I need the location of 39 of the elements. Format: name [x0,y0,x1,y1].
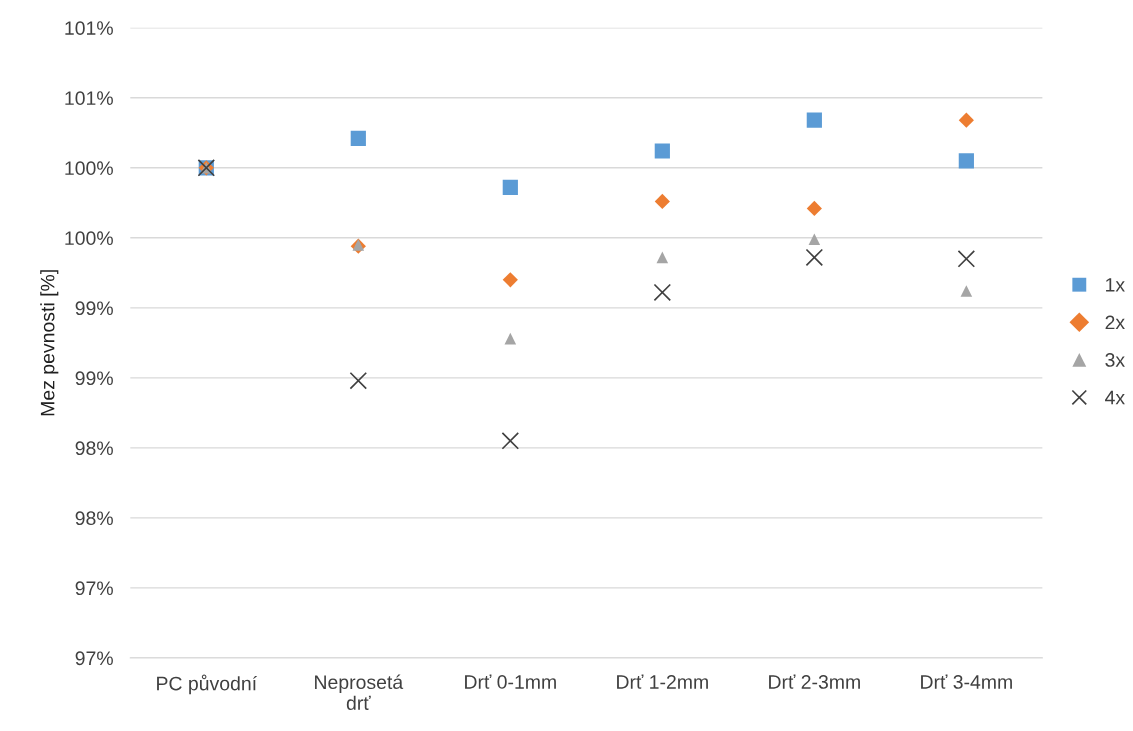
point [654,143,670,159]
point [504,332,517,345]
y-tick-label: 98% [75,511,113,526]
point [349,371,368,390]
x-tick-label: Drť 1-2mm [617,674,708,689]
y-tick-label: 97% [75,651,113,666]
y-tick-label: 100% [65,231,113,246]
y-tick-label: 97% [75,581,113,596]
y-tick-label: 99% [75,371,113,386]
y-axis-title: Mez pevnosti [%] [40,270,59,416]
point [502,272,518,288]
x-tick-label: Neprosetá drť [315,674,404,711]
legend-label: 3x [1105,353,1125,367]
y-tick-label: 101% [65,21,113,36]
point [958,112,974,128]
legend-label: 4x [1105,390,1125,405]
y-tick-label: 100% [65,161,113,176]
legend-label: 2x [1105,315,1125,330]
y-tick-label: 101% [65,91,113,106]
point [806,112,822,128]
point [653,283,672,302]
point [806,200,822,217]
point [656,251,669,264]
x-tick-label: PC původní [157,674,258,695]
x-tick-label: Drť 0-1mm [465,674,556,689]
point [502,179,518,196]
y-tick-label: 98% [75,441,113,456]
point [350,130,366,147]
x-tick-label: Drť 2-3mm [769,674,860,689]
point [805,248,824,267]
point [654,193,670,210]
point [808,233,821,246]
y-tick-label: 99% [75,301,113,316]
point [957,250,976,268]
point [960,285,973,297]
point [958,153,974,169]
legend-label: 1x [1106,278,1125,292]
point [501,432,520,450]
x-tick-label: Drť 3-4mm [921,674,1012,689]
